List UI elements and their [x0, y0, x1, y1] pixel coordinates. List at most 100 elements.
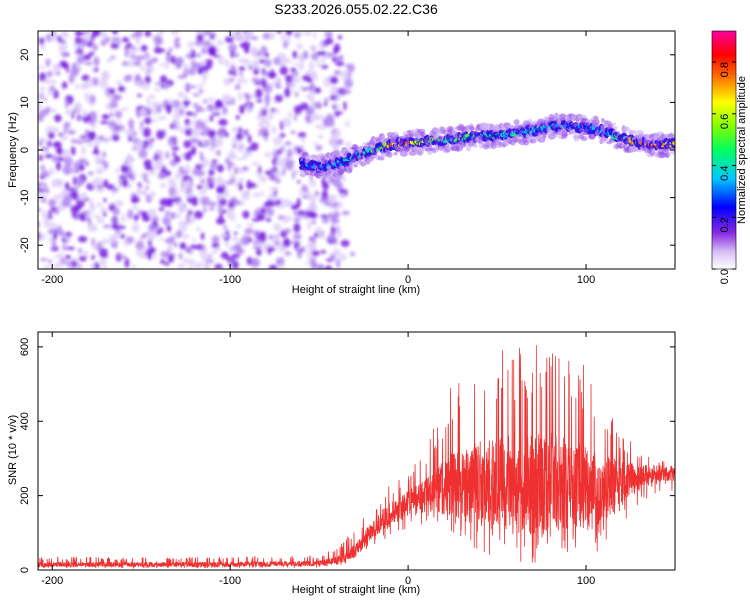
noise-blob — [211, 159, 219, 163]
noise-blob — [221, 93, 232, 104]
noise-blob — [287, 216, 294, 220]
noise-blob — [63, 156, 73, 167]
noise-blob — [250, 46, 259, 57]
y-tick-label: 10 — [19, 96, 31, 108]
noise-blob — [158, 207, 165, 211]
noise-blob — [38, 181, 45, 186]
noise-blob — [91, 254, 95, 260]
noise-blob — [261, 79, 266, 86]
noise-blob — [159, 75, 168, 84]
ridge-halo — [376, 150, 381, 154]
noise-blob — [280, 145, 285, 153]
noise-blob — [255, 248, 262, 256]
noise-blob — [172, 213, 182, 219]
noise-blob — [163, 81, 170, 90]
noise-blob — [67, 129, 76, 135]
noise-blob — [200, 196, 210, 206]
noise-blob — [52, 89, 59, 99]
y-tick-label: 0 — [19, 567, 31, 573]
x-tick-label: 100 — [577, 575, 595, 587]
ridge-halo — [601, 118, 605, 123]
noise-blob — [336, 258, 341, 269]
noise-blob — [291, 71, 299, 77]
noise-blob — [131, 223, 140, 233]
noise-blob — [255, 59, 260, 70]
noise-blob — [125, 236, 135, 244]
noise-blob — [265, 199, 275, 207]
noise-blob — [310, 220, 317, 225]
noise-blob — [112, 188, 119, 192]
ridge-halo — [386, 151, 393, 158]
noise-blob — [122, 61, 129, 67]
noise-blob — [262, 248, 268, 253]
noise-blob — [167, 243, 173, 252]
noise-blob — [138, 149, 148, 159]
noise-blob — [43, 218, 51, 228]
noise-blob — [63, 121, 71, 129]
noise-blob — [309, 211, 318, 219]
noise-blob — [218, 118, 228, 126]
noise-blob — [315, 144, 323, 151]
noise-blob — [270, 68, 274, 79]
noise-blob — [116, 79, 121, 86]
noise-blob — [317, 134, 324, 140]
ridge-halo — [353, 164, 358, 168]
noise-blob — [230, 50, 235, 59]
ridge-halo — [485, 122, 492, 128]
noise-blob — [284, 87, 291, 98]
noise-blob — [255, 88, 263, 99]
noise-blob — [92, 77, 99, 87]
noise-blob — [85, 162, 89, 166]
noise-blob — [124, 48, 129, 58]
noise-blob — [251, 77, 260, 83]
noise-blob — [222, 106, 228, 116]
noise-blob — [297, 249, 302, 259]
noise-blob — [177, 228, 182, 238]
noise-blob — [331, 177, 341, 187]
noise-blob — [260, 231, 266, 238]
noise-blob — [220, 251, 229, 260]
noise-blob — [283, 40, 288, 49]
noise-blob — [241, 191, 251, 201]
noise-blob — [92, 244, 98, 250]
noise-blob — [61, 81, 68, 89]
noise-blob — [139, 65, 145, 71]
noise-blob — [244, 46, 250, 54]
y-tick-label: 600 — [19, 338, 31, 356]
noise-blob — [329, 203, 338, 207]
noise-blob — [297, 180, 301, 184]
noise-blob — [76, 176, 84, 188]
noise-blob — [175, 65, 179, 70]
noise-blob — [39, 86, 46, 93]
snr-y-axis-label: SNR (10 * v/v) — [7, 415, 19, 485]
ridge-halo — [327, 169, 333, 174]
spectrogram-y-axis: -20 -10 0 10 20 — [19, 49, 675, 253]
noise-blob — [47, 90, 54, 96]
noise-blob — [211, 242, 220, 249]
noise-blob — [222, 225, 228, 230]
noise-blob — [217, 55, 225, 66]
noise-blob — [48, 198, 56, 208]
noise-blob — [293, 113, 298, 122]
noise-blob — [323, 98, 330, 102]
noise-blob — [211, 235, 220, 244]
noise-blob — [172, 197, 182, 203]
noise-blob — [184, 151, 193, 161]
noise-blob — [120, 107, 129, 112]
noise-blob — [39, 38, 44, 46]
noise-blob — [255, 99, 263, 103]
noise-blob — [146, 180, 150, 184]
noise-blob — [215, 149, 221, 157]
noise-blob — [250, 142, 259, 151]
noise-blob — [114, 110, 123, 119]
noise-blob — [314, 190, 320, 197]
noise-blob — [224, 36, 234, 43]
noise-blob — [202, 183, 210, 189]
noise-blob — [233, 166, 238, 175]
noise-blob — [198, 190, 203, 196]
noise-blob — [340, 239, 350, 247]
ridge-halo — [322, 174, 326, 178]
noise-blob — [150, 138, 155, 142]
noise-blob — [156, 38, 164, 45]
